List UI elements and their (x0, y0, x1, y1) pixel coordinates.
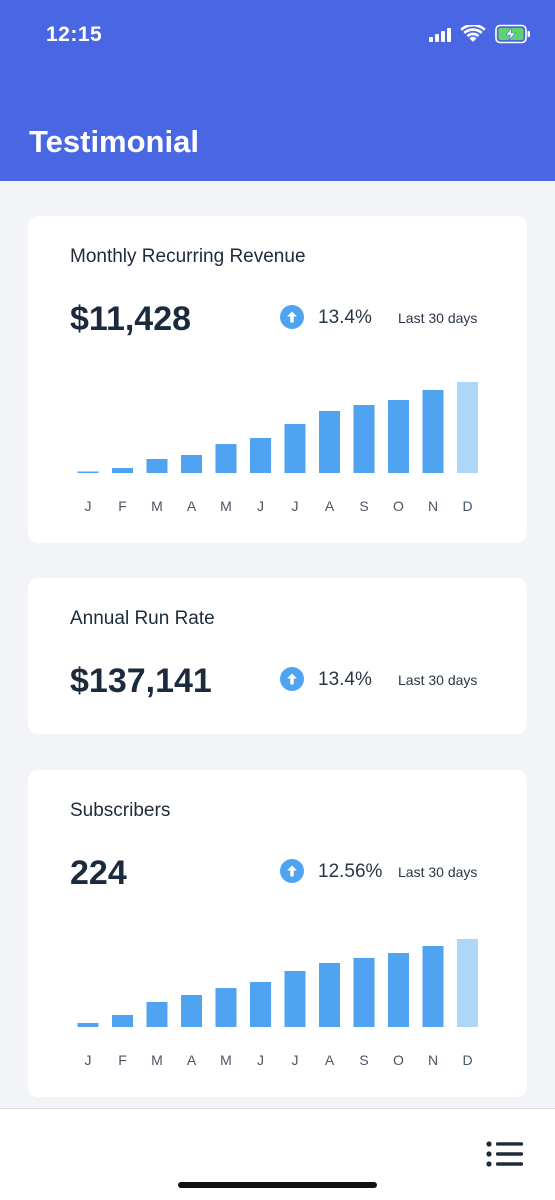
x-tick-label: N (428, 1052, 438, 1068)
x-tick-label: O (393, 498, 404, 514)
card-title: Monthly Recurring Revenue (70, 246, 306, 267)
bar-0 (77, 471, 99, 473)
bar-9 (388, 400, 409, 473)
subscribers-card: Subscribers 224 12.56% Last 30 days J F M A… (28, 770, 527, 1097)
bar-7 (319, 963, 340, 1027)
x-tick-label: A (187, 498, 197, 514)
bar-5 (250, 438, 271, 473)
bar-1 (112, 1015, 133, 1027)
bar-4 (215, 444, 237, 473)
bar-10 (422, 390, 444, 473)
x-tick-label: D (462, 498, 472, 514)
x-tick-label: J (257, 1052, 264, 1068)
bar-0 (77, 1023, 99, 1027)
period-label: Last 30 days (398, 672, 478, 688)
mrr-card: Monthly Recurring Revenue $11,428 13.4% … (28, 216, 527, 543)
bar-2 (146, 459, 168, 473)
x-tick-label: A (187, 1052, 197, 1068)
arrow-up-circle-icon (280, 859, 304, 883)
x-tick-label: J (85, 498, 92, 514)
arrow-up-circle-icon (280, 667, 304, 691)
x-tick-label: F (118, 498, 127, 514)
page-title: Testimonial (29, 124, 199, 159)
menu-list-icon[interactable] (486, 1141, 524, 1167)
x-tick-label: J (257, 498, 264, 514)
x-tick-label: N (428, 498, 438, 514)
wifi-icon (460, 25, 486, 42)
bar-11 (457, 939, 478, 1027)
bar-6 (284, 424, 306, 473)
change-percent: 12.56% (318, 861, 383, 882)
bar-8 (353, 958, 375, 1027)
x-tick-label: O (393, 1052, 404, 1068)
x-tick-label: J (292, 1052, 299, 1068)
bar-10 (422, 946, 444, 1027)
x-tick-label: S (359, 1052, 368, 1068)
bar-2 (146, 1002, 168, 1027)
bar-5 (250, 982, 271, 1027)
arr-card: Annual Run Rate $137,141 13.4% Last 30 d… (28, 578, 527, 734)
x-tick-label: D (462, 1052, 472, 1068)
bottom-bar (0, 1108, 555, 1200)
app-header: 12:15 Testimonial (0, 0, 555, 181)
x-tick-label: M (151, 498, 163, 514)
bar-9 (388, 953, 409, 1027)
x-tick-label: J (292, 498, 299, 514)
x-tick-label: A (325, 498, 335, 514)
bar-6 (284, 971, 306, 1027)
card-title: Subscribers (70, 800, 171, 821)
status-icons (429, 24, 531, 44)
x-tick-label: F (118, 1052, 127, 1068)
signal-icon (429, 26, 451, 42)
bar-3 (181, 455, 202, 473)
mrr-value: $11,428 (70, 300, 192, 338)
x-tick-label: M (220, 1052, 232, 1068)
x-tick-label: M (220, 498, 232, 514)
x-tick-label: M (151, 1052, 163, 1068)
home-indicator (178, 1182, 377, 1188)
subscribers-value: 224 (70, 854, 127, 892)
x-tick-label: A (325, 1052, 335, 1068)
bar-4 (215, 988, 237, 1027)
bar-8 (353, 405, 375, 473)
period-label: Last 30 days (398, 310, 478, 326)
x-tick-label: J (85, 1052, 92, 1068)
arrow-up-circle-icon (280, 305, 304, 329)
status-bar: 12:15 (0, 0, 555, 70)
bar-1 (112, 468, 133, 473)
bar-3 (181, 995, 202, 1027)
x-tick-label: S (359, 498, 368, 514)
status-time: 12:15 (46, 23, 103, 46)
period-label: Last 30 days (398, 864, 478, 880)
card-title: Annual Run Rate (70, 608, 215, 629)
change-percent: 13.4% (318, 669, 372, 690)
bar-7 (319, 411, 340, 473)
bar-11 (457, 382, 478, 473)
battery-charging-icon (495, 24, 530, 44)
arr-value: $137,141 (70, 662, 212, 700)
change-percent: 13.4% (318, 307, 372, 328)
